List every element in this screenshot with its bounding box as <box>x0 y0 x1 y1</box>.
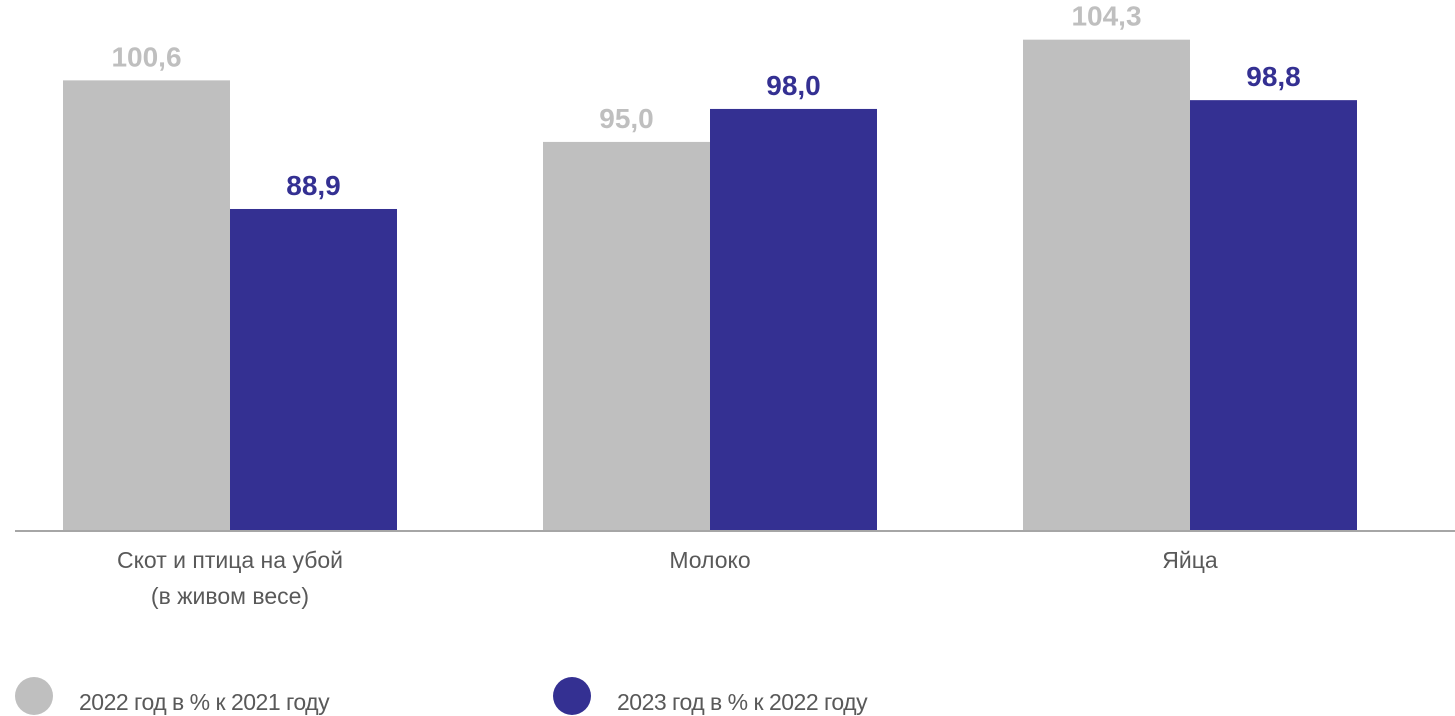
bar-2023-0 <box>230 208 397 530</box>
data-label-2023-1: 98,0 <box>766 70 821 101</box>
legend-swatch-2023 <box>553 677 591 715</box>
legend-item-2023: 2023 год в % к 2022 году <box>553 676 868 716</box>
bar-2022-0 <box>63 80 230 530</box>
data-label-2023-0: 88,9 <box>286 170 341 201</box>
legend-label-2022: 2022 год в % к 2021 году <box>79 688 330 715</box>
category-label-0-0: Скот и птица на убой <box>117 547 343 573</box>
data-label-2022-1: 95,0 <box>599 103 654 134</box>
legend-label-2023: 2023 год в % к 2022 году <box>617 688 868 715</box>
bar-chart: 100,6 88,9 Скот и птица на убой (в живом ве… <box>15 1 1455 609</box>
category-label-0-1: (в живом весе) <box>151 583 309 609</box>
category-label-2-0: Яйца <box>1162 547 1218 573</box>
bar-2023-2 <box>1190 100 1357 530</box>
bar-2023-1 <box>710 108 877 530</box>
category-label-1-0: Молоко <box>669 547 750 573</box>
data-label-2023-2: 98,8 <box>1246 61 1301 92</box>
bar-2022-2 <box>1023 39 1190 531</box>
data-label-2022-2: 104,3 <box>1071 1 1141 32</box>
legend-swatch-2022 <box>15 677 53 715</box>
legend-item-2022: 2022 год в % к 2021 году <box>15 676 330 716</box>
data-label-2022-0: 100,6 <box>111 41 181 72</box>
bar-2022-1 <box>543 141 710 530</box>
